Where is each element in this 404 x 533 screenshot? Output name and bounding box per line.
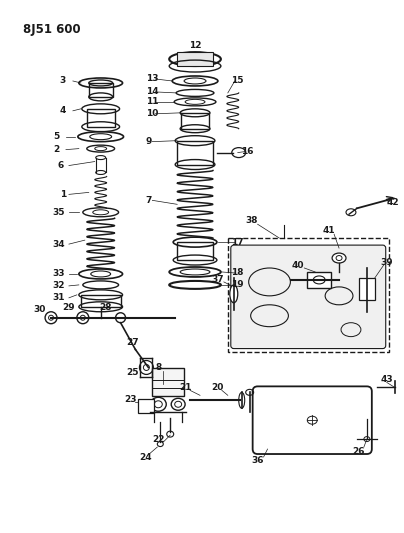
Text: 43: 43	[381, 375, 393, 384]
Text: 39: 39	[381, 257, 393, 266]
Text: 21: 21	[179, 383, 191, 392]
Ellipse shape	[150, 397, 166, 411]
Text: 32: 32	[53, 281, 65, 290]
Bar	[89, 83, 113, 97]
Text: 37: 37	[212, 276, 224, 285]
Text: 2: 2	[53, 145, 59, 154]
Text: 1: 1	[60, 190, 66, 199]
Ellipse shape	[171, 398, 185, 410]
Text: 38: 38	[245, 216, 258, 225]
Text: 31: 31	[53, 293, 65, 302]
Text: 4: 4	[60, 106, 66, 115]
Text: 33: 33	[53, 270, 65, 278]
Text: 8: 8	[155, 363, 162, 372]
Bar	[181, 113, 209, 129]
Bar	[81, 295, 120, 307]
Text: 6: 6	[58, 161, 64, 170]
Text: 18: 18	[231, 269, 244, 278]
Text: 24: 24	[139, 453, 152, 462]
Text: 36: 36	[251, 456, 264, 465]
Text: 26: 26	[353, 447, 365, 456]
Ellipse shape	[139, 360, 154, 375]
Ellipse shape	[332, 253, 346, 263]
FancyBboxPatch shape	[231, 245, 386, 349]
Text: 10: 10	[146, 109, 158, 118]
Text: 35: 35	[53, 208, 65, 217]
Text: 34: 34	[53, 240, 65, 248]
Text: 5: 5	[53, 132, 59, 141]
Text: 29: 29	[63, 303, 75, 312]
Text: 42: 42	[386, 198, 399, 207]
Text: 13: 13	[146, 75, 159, 84]
Text: 3: 3	[60, 76, 66, 85]
Text: 19: 19	[231, 280, 244, 289]
Text: 41: 41	[323, 225, 335, 235]
Bar	[139, 399, 154, 413]
Text: 28: 28	[99, 303, 112, 312]
Text: 16: 16	[242, 147, 254, 156]
Text: 12: 12	[189, 41, 201, 50]
Ellipse shape	[230, 285, 238, 303]
Text: 9: 9	[145, 137, 152, 146]
Text: 25: 25	[126, 368, 139, 377]
Text: 27: 27	[126, 338, 139, 347]
Text: 40: 40	[291, 261, 303, 270]
Text: 11: 11	[146, 98, 159, 107]
Ellipse shape	[77, 312, 89, 324]
Text: 15: 15	[231, 76, 244, 85]
Bar	[177, 52, 213, 66]
Bar	[177, 242, 213, 260]
Text: 22: 22	[152, 434, 164, 443]
Bar	[228, 238, 389, 352]
Bar	[87, 109, 115, 127]
Text: 7: 7	[145, 196, 152, 205]
Bar	[359, 278, 375, 300]
Ellipse shape	[45, 312, 57, 324]
Text: 23: 23	[124, 395, 137, 404]
Bar	[307, 272, 331, 288]
Bar	[177, 141, 213, 165]
Ellipse shape	[116, 313, 126, 322]
Text: 8J51 600: 8J51 600	[23, 23, 81, 36]
Text: 14: 14	[146, 87, 159, 96]
Bar	[152, 368, 184, 397]
Text: 20: 20	[212, 383, 224, 392]
Text: 17: 17	[231, 238, 244, 247]
Text: 30: 30	[33, 305, 45, 314]
